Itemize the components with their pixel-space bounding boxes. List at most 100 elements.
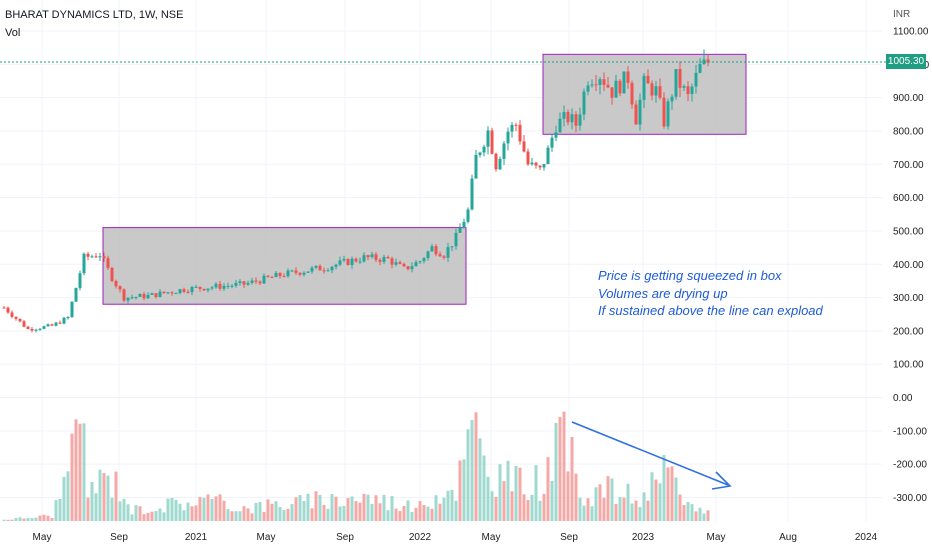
volume-bar <box>494 496 498 521</box>
candle-body <box>566 112 570 123</box>
candle-body <box>154 293 158 298</box>
candle-body <box>382 256 386 262</box>
candle-body <box>14 316 18 319</box>
volume-bar <box>666 467 670 521</box>
volume-bar <box>210 499 214 521</box>
candle-body <box>182 289 186 292</box>
volume-bar <box>406 500 410 521</box>
candle-body <box>298 272 302 275</box>
x-tick-label: Sep <box>110 532 128 543</box>
candle-body <box>70 301 74 318</box>
candle-body <box>606 84 610 88</box>
volume-bar <box>38 515 42 521</box>
candle-body <box>370 254 374 258</box>
volume-bar <box>654 479 658 521</box>
candle-body <box>534 162 538 166</box>
y-tick-label: 900.00 <box>893 93 924 104</box>
candle-body <box>342 258 346 261</box>
candle-body <box>698 63 702 73</box>
candle-body <box>190 287 194 293</box>
volume-bar <box>110 497 114 521</box>
volume-bar <box>370 503 374 521</box>
candle-body <box>506 131 510 144</box>
candle-body <box>598 79 602 86</box>
candle-body <box>354 258 358 262</box>
candle-body <box>102 256 106 259</box>
volume-bar <box>242 506 246 521</box>
volume-bar <box>374 495 378 521</box>
volume-bar <box>498 464 502 521</box>
candle-body <box>430 246 434 252</box>
candle-body <box>558 118 562 133</box>
volume-bar <box>626 483 630 521</box>
candle-body <box>22 321 26 327</box>
trend-arrow-head <box>711 471 732 490</box>
candle-body <box>318 265 322 271</box>
volume-bar <box>414 507 418 521</box>
candle-body <box>254 280 258 282</box>
volume-bar <box>102 473 106 521</box>
candle-body <box>186 291 190 293</box>
candle-body <box>206 288 210 291</box>
y-axis: 1100.001000.00900.00800.00700.00600.0050… <box>893 27 930 505</box>
candle-body <box>162 291 166 293</box>
candle-body <box>602 79 606 85</box>
volume-bar <box>354 501 358 521</box>
candle-body <box>166 292 170 294</box>
volume-bar <box>558 416 562 521</box>
candle-body <box>642 75 646 100</box>
volume-bar <box>474 412 478 521</box>
last-price-tag: 1005.30 <box>886 54 926 69</box>
volume-bar <box>246 508 250 521</box>
volume-bar <box>326 508 330 521</box>
volume-bar <box>586 498 590 521</box>
candle-body <box>526 151 530 165</box>
volume-bar <box>166 498 170 521</box>
volume-bar <box>22 518 26 521</box>
candle-body <box>610 87 614 98</box>
volume-bar <box>690 504 694 521</box>
candle-body <box>554 132 558 138</box>
candle-body <box>614 80 618 98</box>
candle-body <box>42 326 46 329</box>
candle-body <box>250 280 254 283</box>
candle-body <box>450 246 454 248</box>
candle-body <box>118 286 122 290</box>
x-tick-label: 2021 <box>185 532 208 543</box>
volume-bar <box>230 511 234 521</box>
y-tick-label: 0.00 <box>893 393 913 404</box>
candle-body <box>498 158 502 170</box>
x-tick-label: 2022 <box>409 532 432 543</box>
volume-bar <box>214 496 218 521</box>
volume-bar <box>178 503 182 521</box>
currency-label: INR <box>893 9 911 20</box>
volume-bar <box>694 511 698 521</box>
candle-body <box>322 270 326 272</box>
y-tick-label: -300.00 <box>893 493 927 504</box>
candle-body <box>66 317 70 319</box>
candle-body <box>294 270 298 273</box>
candlesticks <box>2 49 710 333</box>
candle-body <box>262 275 266 284</box>
volume-trend-arrow <box>571 421 732 490</box>
volume-bar <box>126 504 130 521</box>
volume-bar <box>426 506 430 521</box>
volume-bar <box>450 489 454 521</box>
volume-bar <box>658 483 662 521</box>
volume-bar <box>630 503 634 521</box>
volume-bar <box>602 497 606 521</box>
y-tick-label: 600.00 <box>893 193 924 204</box>
volume-bar <box>322 504 326 521</box>
candle-body <box>522 141 526 152</box>
volume-label: Vol <box>5 27 21 39</box>
volume-bar <box>238 511 242 521</box>
candle-body <box>202 288 206 291</box>
volume-bar <box>574 473 578 521</box>
volume-bar <box>106 475 110 521</box>
volume-bar <box>318 494 322 521</box>
volume-bar <box>342 506 346 521</box>
candle-body <box>686 86 690 94</box>
volume-bar <box>650 472 654 521</box>
volume-bar <box>26 517 30 521</box>
